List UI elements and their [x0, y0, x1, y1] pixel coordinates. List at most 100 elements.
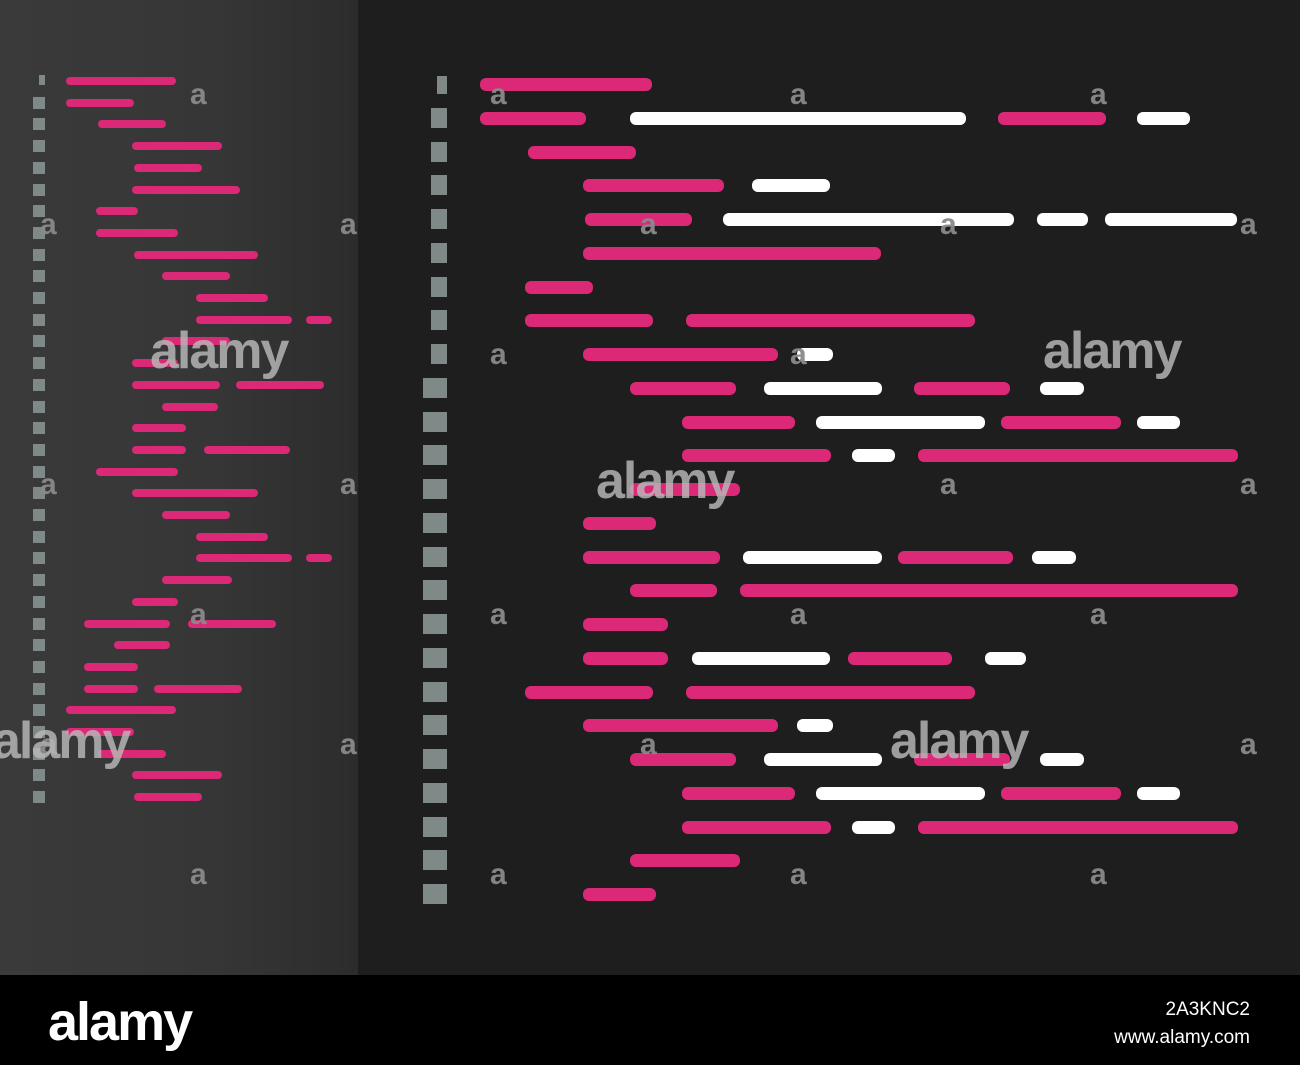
- gutter-marker: [33, 183, 45, 196]
- code-token: [918, 449, 1238, 463]
- line-number-marker: [423, 377, 447, 398]
- code-token: [306, 315, 332, 324]
- code-token: [196, 315, 292, 324]
- watermark-letter: a: [340, 468, 357, 501]
- line-number-marker: [423, 479, 447, 499]
- code-token: [583, 516, 656, 530]
- line-number-marker: [423, 884, 447, 904]
- code-token: [898, 550, 1013, 564]
- code-token: [162, 337, 230, 346]
- code-token: [583, 179, 724, 193]
- code-token: [583, 888, 656, 901]
- watermark-letter: a: [190, 78, 207, 111]
- code-token: [480, 78, 652, 91]
- gutter-marker: [33, 487, 45, 500]
- code-token: [682, 820, 831, 834]
- line-number-marker: [423, 411, 447, 432]
- code-token: [132, 185, 240, 194]
- line-number-marker: [423, 850, 447, 871]
- gutter-marker: [33, 726, 45, 738]
- watermark-logo: alamy: [596, 452, 735, 510]
- code-token: [134, 250, 258, 259]
- watermark-logo: alamy: [890, 712, 1029, 770]
- code-token: [132, 489, 258, 498]
- gutter-marker: [33, 682, 45, 695]
- code-token: [682, 786, 795, 800]
- watermark-logo: alamy: [150, 322, 289, 380]
- code-token: [84, 662, 138, 671]
- gutter-marker: [33, 378, 45, 391]
- gutter-marker: [33, 639, 45, 652]
- code-token: [66, 728, 134, 736]
- code-token: [188, 619, 276, 628]
- code-token: [306, 554, 332, 563]
- line-number-marker: [431, 310, 447, 331]
- code-token: [1032, 550, 1076, 564]
- watermark-logo: alamy: [0, 712, 131, 770]
- code-token: [132, 597, 178, 606]
- gutter-marker: [33, 400, 45, 413]
- watermark-letter: a: [40, 208, 57, 241]
- line-number-marker: [423, 614, 447, 634]
- gutter-marker: [33, 617, 45, 630]
- line-number-marker: [423, 445, 447, 466]
- code-token: [816, 415, 985, 429]
- code-token: [985, 651, 1026, 665]
- code-token: [96, 207, 138, 216]
- code-token: [630, 584, 717, 598]
- watermark-letter: a: [490, 598, 507, 631]
- code-token: [134, 163, 202, 172]
- line-number-marker: [423, 647, 447, 668]
- line-number-marker: [437, 76, 447, 94]
- code-token: [583, 348, 778, 361]
- code-token: [196, 532, 268, 541]
- gutter-marker: [33, 335, 45, 348]
- code-token: [1137, 415, 1180, 429]
- watermark-letter: a: [190, 598, 207, 631]
- code-token: [528, 145, 636, 159]
- code-token: [583, 550, 720, 564]
- code-token: [1037, 213, 1088, 226]
- watermark-letter: a: [490, 338, 507, 371]
- code-token: [583, 618, 668, 631]
- code-token: [585, 213, 692, 226]
- code-token: [132, 771, 222, 780]
- line-number-marker: [431, 242, 447, 263]
- code-token: [630, 111, 966, 125]
- code-token: [96, 228, 178, 237]
- watermark-letter: a: [1240, 468, 1257, 501]
- gutter-marker: [33, 118, 45, 131]
- code-token: [797, 719, 833, 733]
- footer-url: www.alamy.com: [1114, 1027, 1250, 1048]
- code-token: [132, 359, 178, 368]
- watermark-letter: a: [790, 78, 807, 111]
- editor-panel: [358, 0, 1300, 975]
- gutter-marker: [33, 443, 45, 456]
- code-token: [66, 77, 176, 85]
- watermark-letter: a: [1090, 858, 1107, 891]
- code-token: [154, 684, 242, 693]
- image-id: 2A3KNC2: [1165, 999, 1251, 1020]
- code-token: [132, 424, 186, 433]
- code-token: [84, 684, 138, 693]
- gutter-marker: [33, 357, 45, 370]
- code-token: [66, 98, 134, 107]
- gutter-marker: [33, 292, 45, 304]
- code-token: [682, 415, 795, 429]
- line-number-marker: [431, 175, 447, 196]
- code-token: [723, 213, 1014, 226]
- line-number-marker: [423, 580, 447, 601]
- footer-logo: alamy: [48, 992, 193, 1052]
- watermark-logo: alamy: [1043, 322, 1182, 380]
- line-number-marker: [431, 107, 447, 128]
- code-token: [1137, 786, 1180, 800]
- gutter-marker: [33, 530, 45, 543]
- code-token: [132, 142, 222, 151]
- code-token: [162, 576, 232, 585]
- watermark-letter: a: [940, 208, 957, 241]
- code-token: [134, 793, 202, 802]
- code-token: [743, 550, 882, 564]
- code-token: [914, 753, 1010, 766]
- watermark-letter: a: [340, 728, 357, 761]
- watermark-letter: a: [40, 728, 57, 761]
